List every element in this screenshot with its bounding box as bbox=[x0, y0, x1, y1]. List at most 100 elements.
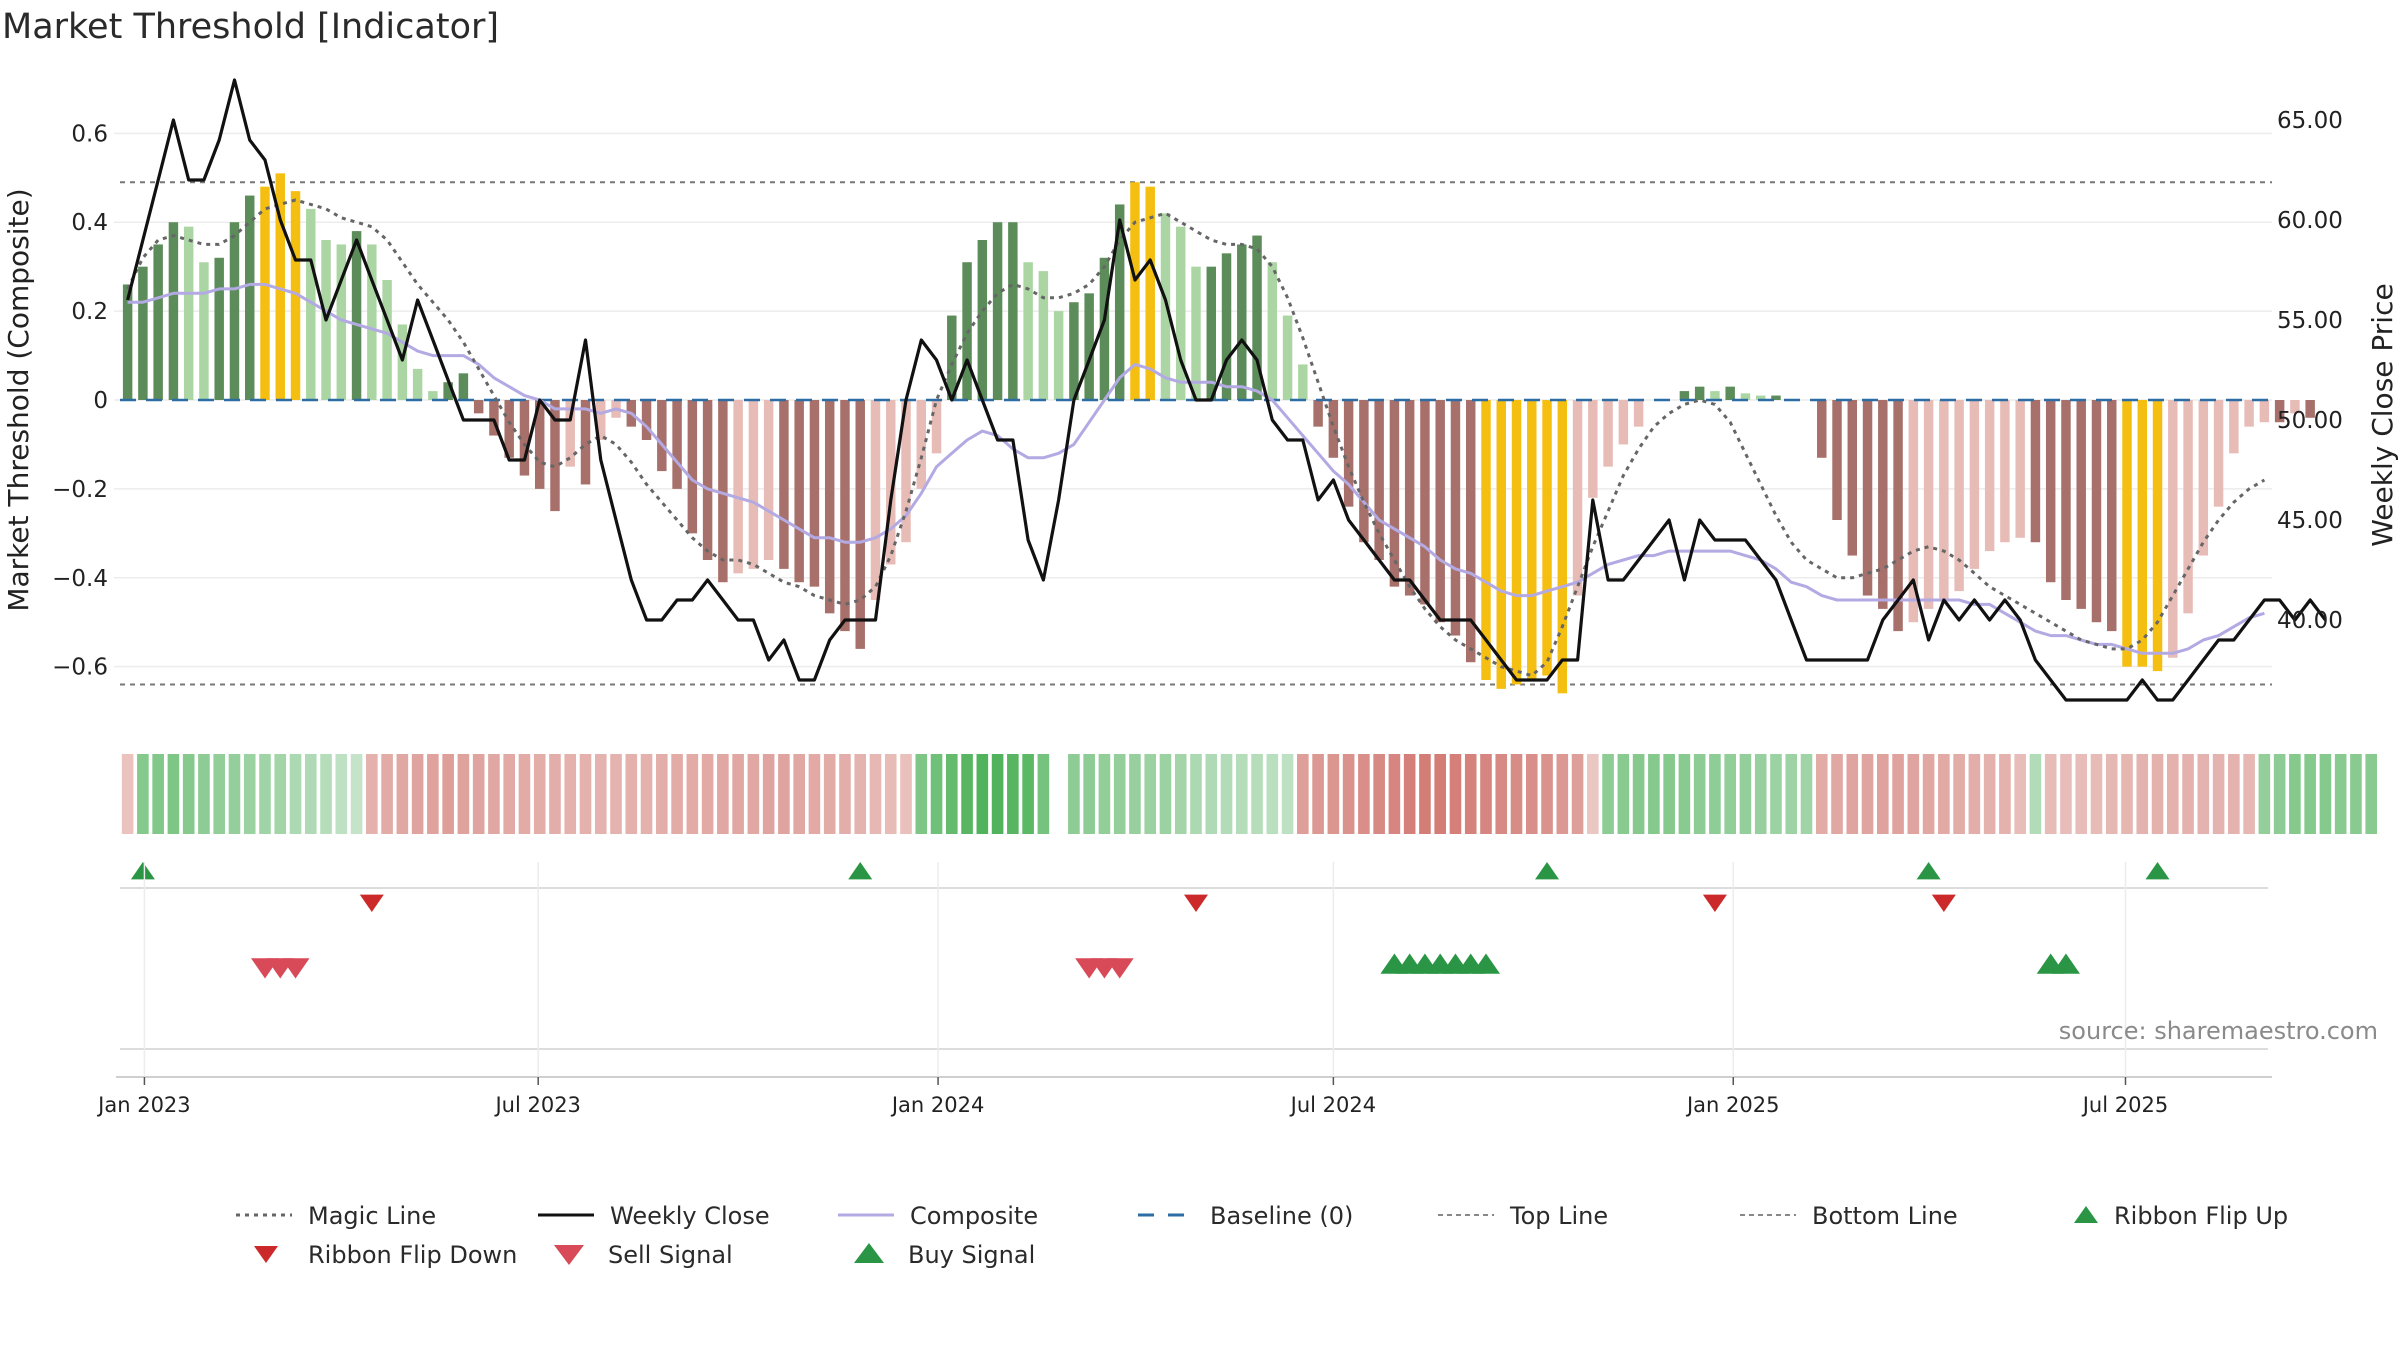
ribbon-cell bbox=[1770, 754, 1782, 834]
composite-bar bbox=[122, 284, 133, 400]
ribbon-cell bbox=[1419, 754, 1431, 834]
ribbon-cell bbox=[152, 754, 164, 834]
composite-bar bbox=[2015, 400, 2025, 538]
legend-label: Bottom Line bbox=[1812, 1202, 1958, 1230]
ribbon-cell bbox=[1754, 754, 1767, 834]
legend-label: Composite bbox=[910, 1202, 1038, 1230]
legend-swatch-flip-up bbox=[2074, 1206, 2098, 1223]
ribbon-cell bbox=[1663, 754, 1675, 834]
composite-bar bbox=[992, 222, 1003, 400]
ribbon-cell bbox=[884, 754, 897, 834]
composite-bar bbox=[504, 400, 514, 458]
ribbon-cell bbox=[1174, 754, 1187, 834]
left-tick-label: 0.4 bbox=[71, 210, 108, 236]
ribbon-cell bbox=[1129, 754, 1141, 834]
ribbon-cell bbox=[457, 754, 470, 834]
weekly-close-line bbox=[126, 78, 2327, 702]
magic-line bbox=[126, 198, 2266, 678]
composite-bar bbox=[1176, 226, 1186, 400]
ribbon-cell bbox=[1464, 754, 1477, 834]
ribbon-flip-up-marker bbox=[1535, 862, 1560, 880]
composite-bar bbox=[718, 400, 728, 583]
composite-bar bbox=[840, 400, 850, 632]
ribbon-cell bbox=[304, 754, 317, 834]
legend-label: Buy Signal bbox=[908, 1241, 1035, 1269]
ribbon-cell bbox=[1342, 754, 1355, 834]
signal-markers bbox=[130, 862, 2170, 979]
ribbon-cell bbox=[243, 754, 256, 834]
legend-swatch-sell bbox=[554, 1245, 584, 1265]
left-axis-label: Market Threshold (Composite) bbox=[2, 188, 35, 611]
ribbon-cell bbox=[747, 754, 760, 834]
composite-bar bbox=[1862, 400, 1873, 596]
ribbon-cell bbox=[778, 754, 790, 834]
ribbon-cell bbox=[1678, 754, 1691, 834]
composite-bar bbox=[1817, 400, 1827, 458]
ribbon-cell bbox=[2105, 754, 2118, 834]
composite-bar bbox=[1328, 400, 1339, 458]
ribbon-cell bbox=[137, 754, 149, 834]
ribbon-cell bbox=[1235, 754, 1248, 834]
ribbon-cell bbox=[411, 754, 424, 834]
ribbon-cell bbox=[2258, 754, 2271, 834]
composite-bar bbox=[1130, 182, 1140, 400]
composite-bar bbox=[657, 400, 667, 472]
legend-item: Sell Signal bbox=[554, 1241, 733, 1269]
ribbon-cell bbox=[259, 754, 271, 834]
legend-item: Bottom Line bbox=[1740, 1202, 1958, 1230]
ribbon-cell bbox=[1785, 754, 1798, 834]
composite-bar bbox=[855, 400, 865, 649]
legend-label: Top Line bbox=[1509, 1202, 1608, 1230]
ribbon-cell bbox=[1022, 754, 1034, 834]
composite-bar bbox=[1710, 391, 1720, 400]
ribbon-cell bbox=[1358, 754, 1370, 834]
composite-bar bbox=[824, 400, 835, 614]
ribbon-cell bbox=[381, 754, 393, 834]
ribbon-cell bbox=[488, 754, 500, 834]
composite-bar bbox=[733, 400, 743, 574]
date-tick-label: Jan 2025 bbox=[1685, 1093, 1780, 1117]
right-tick-label: 45.00 bbox=[2277, 508, 2343, 534]
composite-bar bbox=[947, 315, 957, 400]
ribbon-flip-up-marker bbox=[1916, 862, 1941, 880]
ribbon-cell bbox=[1602, 754, 1614, 834]
composite-bar bbox=[2076, 400, 2086, 609]
ribbon-cell bbox=[2350, 754, 2362, 834]
ribbon-cell bbox=[1953, 754, 1965, 834]
legend-swatch-buy bbox=[854, 1243, 884, 1263]
composite-bar bbox=[2045, 400, 2056, 583]
composite-bar bbox=[534, 400, 545, 489]
left-tick-label: 0.6 bbox=[71, 121, 108, 147]
left-tick-label: −0.4 bbox=[52, 566, 108, 592]
composite-bar bbox=[443, 382, 453, 400]
ribbon-cell bbox=[1999, 754, 2011, 834]
composite-bar bbox=[1267, 262, 1278, 400]
ribbon-cell bbox=[427, 754, 439, 834]
composite-bar bbox=[2137, 400, 2148, 667]
ribbon-cell bbox=[396, 754, 409, 834]
ribbon-cell bbox=[2090, 754, 2103, 834]
ribbon-cell bbox=[1205, 754, 1218, 834]
ribbon-cell bbox=[1739, 754, 1752, 834]
ribbon-cell bbox=[1220, 754, 1233, 834]
composite-bar bbox=[336, 244, 347, 400]
ribbon-cell bbox=[900, 754, 912, 834]
composite-bar bbox=[1313, 400, 1323, 427]
ribbon-cell bbox=[1541, 754, 1553, 834]
composite-bar bbox=[1237, 244, 1247, 400]
composite-bar bbox=[1496, 400, 1506, 689]
ribbon-cell bbox=[2166, 754, 2179, 834]
ribbon-cell bbox=[503, 754, 515, 834]
composite-bar bbox=[550, 400, 560, 512]
composite-bar bbox=[1527, 400, 1537, 680]
composite-bar bbox=[2091, 400, 2102, 623]
ribbon-cell bbox=[1525, 754, 1538, 834]
ribbon-cell bbox=[2289, 754, 2301, 834]
ribbon-cell bbox=[2319, 754, 2332, 834]
composite-bar bbox=[2274, 400, 2285, 423]
ribbon-cell bbox=[1938, 754, 1950, 834]
composite-bar bbox=[1145, 186, 1155, 400]
legend-label: Ribbon Flip Up bbox=[2114, 1202, 2288, 1230]
composite-bar bbox=[1771, 395, 1781, 400]
ribbon-cell bbox=[350, 754, 363, 834]
